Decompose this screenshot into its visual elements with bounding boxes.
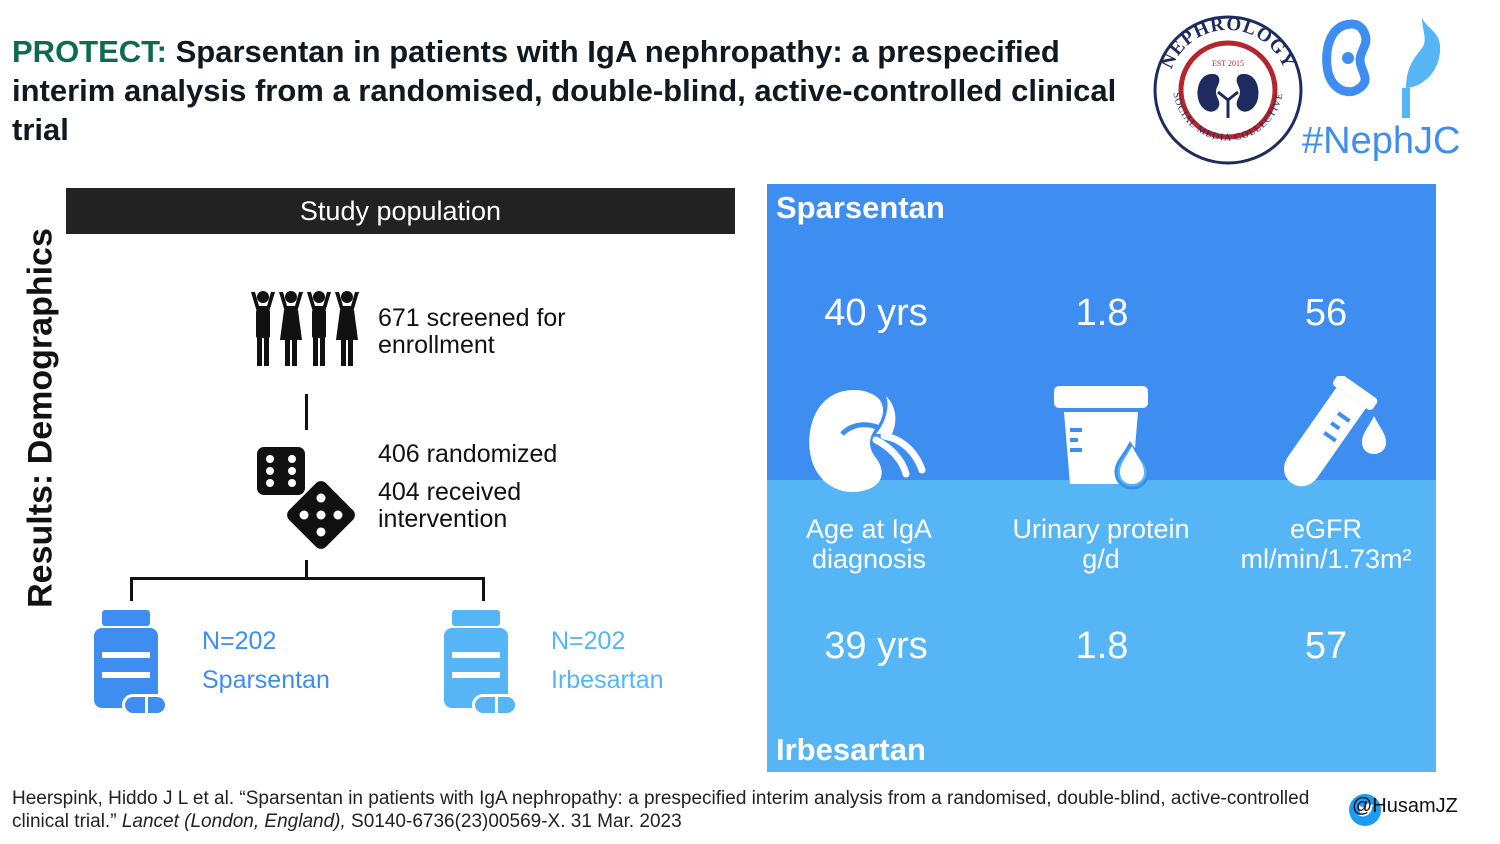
randomized-text: 406 randomized	[378, 440, 558, 468]
screened-text: 671 screened for enrollment	[378, 304, 566, 359]
irbesartan-protein: 1.8	[1075, 625, 1129, 667]
flow-branch-left	[130, 577, 133, 601]
irbesartan-pill-bottle-icon	[444, 610, 518, 716]
nephjc-logo-icon	[1322, 18, 1441, 118]
flow-connector	[305, 560, 308, 578]
sparsentan-protein: 1.8	[1075, 292, 1129, 334]
title-accent: PROTECT:	[12, 34, 167, 69]
test-tube-icon	[1284, 376, 1386, 487]
irbesartan-age: 39 yrs	[824, 625, 928, 667]
people-crowd-icon	[251, 291, 359, 366]
urine-cup-icon	[1054, 386, 1150, 490]
sparsentan-panel-title: Sparsentan	[776, 190, 945, 225]
dice-icon	[257, 447, 355, 549]
kidney-icon	[809, 390, 926, 493]
flow-branch	[130, 577, 485, 580]
logo-est: EST 2015	[1212, 59, 1244, 68]
title-text: Sparsentan in patients with IgA nephropa…	[12, 34, 1117, 147]
age-label: Age at IgA diagnosis	[805, 514, 933, 574]
egfr-label: eGFR ml/min/1.73m²	[1240, 514, 1412, 574]
received-text: 404 received intervention	[378, 478, 522, 533]
logo-kidneys-icon	[1197, 74, 1259, 118]
flow-connector	[305, 394, 308, 430]
protein-label: Urinary protein g/d	[1012, 514, 1190, 574]
sparsentan-arm: N=202 Sparsentan	[202, 627, 330, 694]
page-title: PROTECT: Sparsentan in patients with IgA…	[12, 32, 1132, 149]
sparsentan-pill-bottle-icon	[94, 610, 168, 716]
irbesartan-arm: N=202 Irbesartan	[551, 627, 664, 694]
irbesartan-egfr: 57	[1304, 625, 1348, 667]
section-heading: Results: Demographics	[21, 227, 59, 608]
nephrology-smc-logo: NEPHROLOGY SOCIAL MEDIA COLLECTIVE EST 2…	[1153, 14, 1303, 165]
study-population-header: Study population	[66, 188, 735, 234]
twitter-icon	[1349, 794, 1381, 826]
twitter-handle[interactable]: @HusamJZ	[1352, 795, 1458, 817]
sparsentan-age: 40 yrs	[824, 292, 928, 334]
sparsentan-egfr: 56	[1304, 292, 1348, 334]
irbesartan-panel	[767, 480, 1436, 772]
citation: Heerspink, Hiddo J L et al. “Sparsentan …	[12, 788, 1310, 832]
flow-branch-right	[482, 577, 485, 601]
nephjc-hashtag: #NephJC	[1302, 120, 1461, 162]
irbesartan-panel-title: Irbesartan	[776, 732, 926, 767]
